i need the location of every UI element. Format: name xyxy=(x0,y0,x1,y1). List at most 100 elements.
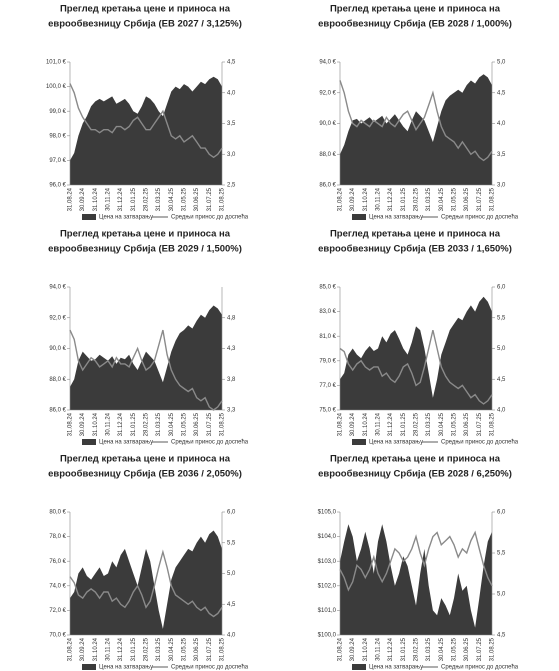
y2-tick-label: 4,0 xyxy=(497,121,506,127)
yield-line xyxy=(339,530,493,592)
y2-tick-label: 5,0 xyxy=(227,571,236,577)
y-tick-label: $104,0 xyxy=(318,534,337,540)
x-tick-label: 31.08.24 xyxy=(338,187,344,211)
y2-tick-label: 5,0 xyxy=(497,60,506,66)
y2-tick-label: 3,0 xyxy=(227,152,236,158)
x-tick-label: 30.09.24 xyxy=(350,637,356,661)
price-area xyxy=(70,530,222,635)
x-tick-label: 31.01.25 xyxy=(401,637,407,661)
y-tick-label: 72,0 € xyxy=(49,608,66,614)
x-tick-label: 31.10.24 xyxy=(363,187,369,211)
x-tick-label: 30.06.25 xyxy=(194,187,200,211)
x-tick-label: 31.08.24 xyxy=(68,637,74,661)
x-tick-label: 30.11.24 xyxy=(106,637,112,661)
legend-label: Цена на затварању xyxy=(369,665,423,671)
x-tick-label: 30.06.25 xyxy=(194,637,200,661)
x-tick-label: 31.01.25 xyxy=(131,187,137,211)
legend-label: Средњи принос до доспећа xyxy=(441,215,519,221)
chart-title: еврообвезницу Србија (ЕВ 2027 / 3,125%) xyxy=(48,19,242,30)
x-tick-label: 31.05.25 xyxy=(182,412,188,436)
y2-tick-label: 4,8 xyxy=(227,315,236,321)
x-tick-label: 31.07.25 xyxy=(207,412,213,436)
x-tick-label: 31.10.24 xyxy=(93,187,99,211)
legend-label: Средњи принос до доспећа xyxy=(171,215,249,221)
price-area xyxy=(70,76,222,185)
yield-line xyxy=(69,329,223,411)
x-tick-label: 30.04.25 xyxy=(169,637,175,661)
x-tick-label: 31.03.25 xyxy=(426,187,432,211)
y2-tick-label: 4,5 xyxy=(227,602,236,608)
legend-swatch xyxy=(82,439,96,445)
legend-swatch xyxy=(352,214,366,220)
x-tick-label: 31.08.25 xyxy=(220,187,226,211)
x-tick-label: 28.02.25 xyxy=(144,412,150,436)
legend-swatch xyxy=(82,214,96,220)
y-tick-label: 81,0 € xyxy=(319,334,336,340)
y2-tick-label: 4,0 xyxy=(227,90,236,96)
legend-label: Средњи принос до доспећа xyxy=(441,440,519,446)
legend-swatch xyxy=(352,439,366,445)
legend-label: Цена на затварању xyxy=(369,440,423,446)
x-tick-label: 31.12.24 xyxy=(388,412,394,436)
x-tick-label: 31.03.25 xyxy=(156,637,162,661)
x-tick-label: 31.05.25 xyxy=(452,637,458,661)
x-tick-label: 28.02.25 xyxy=(414,187,420,211)
legend-label: Средњи принос до доспећа xyxy=(171,440,249,446)
x-tick-label: 31.07.25 xyxy=(477,637,483,661)
y2-tick-label: 5,0 xyxy=(497,592,506,598)
legend-label: Цена на затварању xyxy=(369,215,423,221)
y2-tick-label: 4,5 xyxy=(497,90,506,96)
x-tick-label: 30.06.25 xyxy=(464,412,470,436)
x-tick-label: 31.12.24 xyxy=(118,187,124,211)
x-tick-label: 30.04.25 xyxy=(439,637,445,661)
x-tick-label: 28.02.25 xyxy=(144,187,150,211)
y-tick-label: 86,0 € xyxy=(319,183,336,189)
x-tick-label: 31.08.25 xyxy=(490,637,496,661)
yield-line xyxy=(339,80,493,162)
y-tick-label: $101,0 xyxy=(318,608,337,614)
y-tick-label: 79,0 € xyxy=(319,358,336,364)
y2-tick-label: 4,5 xyxy=(497,633,506,639)
x-tick-label: 31.10.24 xyxy=(363,637,369,661)
x-tick-label: 30.04.25 xyxy=(439,187,445,211)
chart-title: еврообвезницу Србија (ЕВ 2033 / 1,650%) xyxy=(318,244,512,255)
chart-title: еврообвезницу Србија (ЕВ 2028 / 1,000%) xyxy=(318,19,512,30)
legend-swatch xyxy=(352,664,366,670)
x-tick-label: 31.12.24 xyxy=(118,412,124,436)
x-tick-label: 31.10.24 xyxy=(363,412,369,436)
y-tick-label: 85,0 € xyxy=(319,285,336,291)
y-tick-label: 76,0 € xyxy=(49,559,66,565)
x-tick-label: 30.09.24 xyxy=(80,187,86,211)
price-area xyxy=(340,296,492,410)
chart-title: Преглед кретања цене и приноса на xyxy=(330,229,501,240)
x-tick-label: 31.05.25 xyxy=(452,187,458,211)
y-tick-label: 90,0 € xyxy=(49,346,66,352)
y-tick-label: 80,0 € xyxy=(49,510,66,516)
legend-label: Цена на затварању xyxy=(99,440,153,446)
x-tick-label: 30.11.24 xyxy=(106,412,112,436)
legend-label: Средњи принос до доспећа xyxy=(171,665,249,671)
x-tick-label: 30.06.25 xyxy=(464,187,470,211)
x-tick-label: 30.11.24 xyxy=(106,187,112,211)
y-tick-label: 75,0 € xyxy=(319,408,336,414)
price-area xyxy=(70,305,222,410)
x-tick-label: 31.12.24 xyxy=(388,187,394,211)
y2-tick-label: 5,0 xyxy=(497,346,506,352)
x-tick-label: 31.08.24 xyxy=(68,412,74,436)
y-tick-label: 100,0 € xyxy=(46,84,67,90)
y2-tick-label: 4,5 xyxy=(227,60,236,66)
y2-tick-label: 4,5 xyxy=(497,377,506,383)
y2-tick-label: 6,0 xyxy=(227,510,236,516)
legend-label: Цена на затварању xyxy=(99,215,153,221)
y-tick-label: 101,0 € xyxy=(46,60,67,66)
x-tick-label: 28.02.25 xyxy=(414,637,420,661)
price-area xyxy=(340,524,492,635)
x-tick-label: 31.08.25 xyxy=(220,637,226,661)
y2-tick-label: 6,0 xyxy=(497,285,506,291)
x-tick-label: 30.04.25 xyxy=(169,412,175,436)
x-tick-label: 30.09.24 xyxy=(350,187,356,211)
x-tick-label: 31.03.25 xyxy=(156,187,162,211)
y-tick-label: 74,0 € xyxy=(49,583,66,589)
y2-tick-label: 3,0 xyxy=(497,183,506,189)
y-tick-label: $102,0 xyxy=(318,583,337,589)
